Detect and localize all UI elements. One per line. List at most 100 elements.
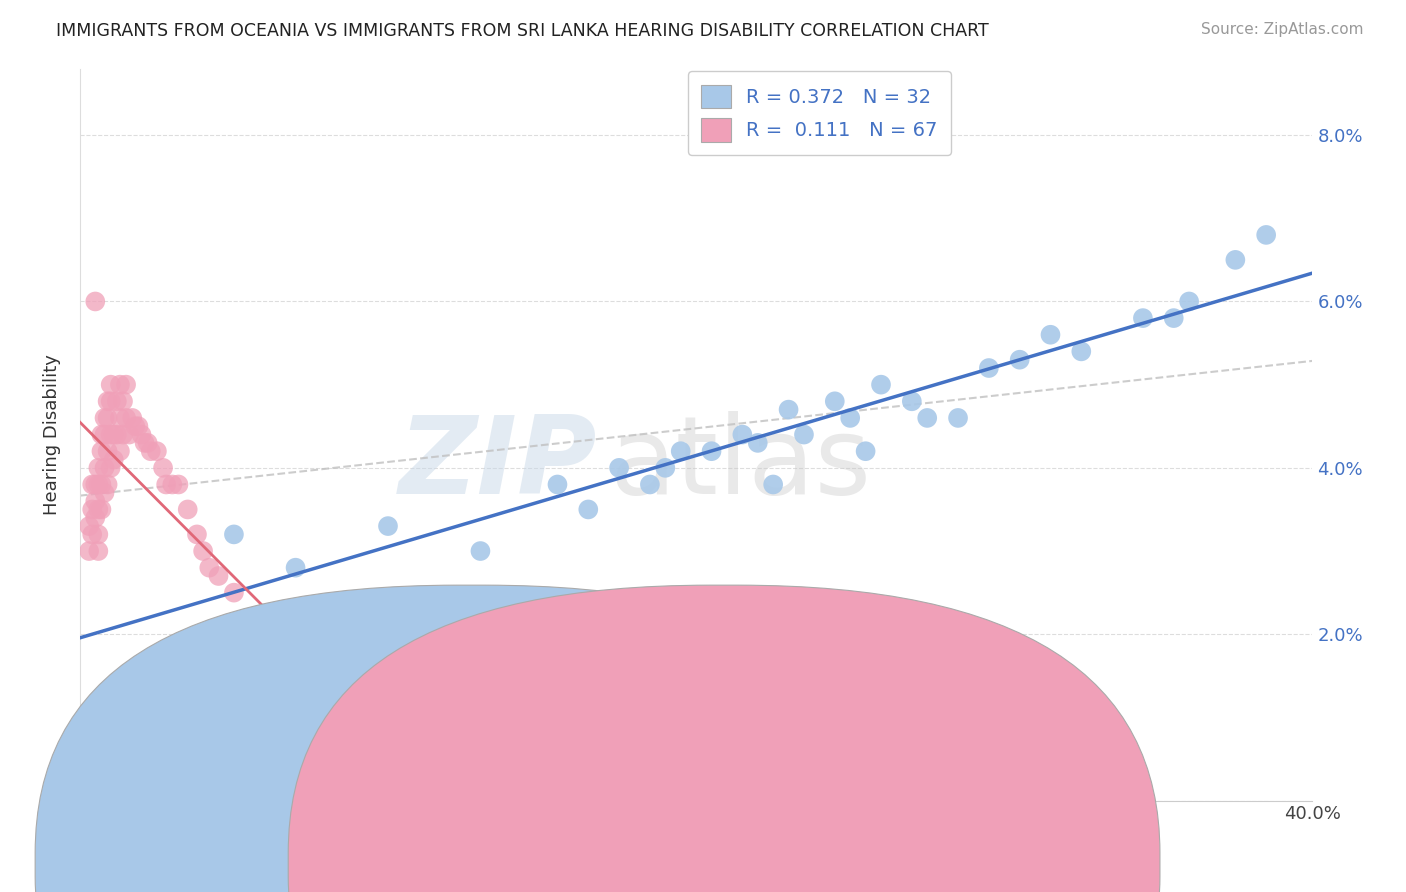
Point [238, 610, 260, 624]
Point [186, 527, 208, 541]
Point [1070, 344, 1092, 359]
Point [855, 444, 877, 458]
Point [576, 502, 599, 516]
Y-axis label: Hearing Disability: Hearing Disability [44, 354, 60, 515]
Point [93, 427, 115, 442]
Point [87, 527, 110, 541]
Point [90, 502, 112, 516]
Text: IMMIGRANTS FROM OCEANIA VS IMMIGRANTS FROM SRI LANKA HEARING DISABILITY CORRELAT: IMMIGRANTS FROM OCEANIA VS IMMIGRANTS FR… [56, 22, 988, 40]
Point [111, 427, 134, 442]
Point [155, 477, 177, 491]
Point [100, 427, 122, 442]
Point [253, 627, 276, 641]
Point [84, 294, 107, 309]
Point [115, 411, 138, 425]
Point [778, 402, 800, 417]
Point [315, 694, 337, 708]
Point [747, 436, 769, 450]
Point [124, 419, 146, 434]
Point [198, 560, 221, 574]
Point [100, 394, 122, 409]
Point [84, 510, 107, 524]
Point [700, 444, 723, 458]
Point [1132, 311, 1154, 326]
Point [870, 377, 893, 392]
Point [731, 427, 754, 442]
Point [377, 519, 399, 533]
Point [131, 427, 153, 442]
Point [299, 685, 322, 699]
Point [100, 460, 122, 475]
Point [93, 411, 115, 425]
Point [82, 477, 104, 491]
Text: ZIP: ZIP [399, 411, 598, 516]
Point [97, 444, 120, 458]
Point [901, 394, 924, 409]
Point [108, 377, 131, 392]
Point [87, 544, 110, 558]
Point [207, 569, 229, 583]
Point [824, 394, 846, 409]
Point [191, 544, 214, 558]
Point [546, 477, 568, 491]
Point [97, 394, 120, 409]
Point [1163, 311, 1185, 326]
Point [136, 436, 159, 450]
Point [100, 377, 122, 392]
Point [93, 460, 115, 475]
Legend: R = 0.372   N = 32, R =  0.111   N = 67: R = 0.372 N = 32, R = 0.111 N = 67 [688, 71, 950, 155]
Text: Immigrants from Oceania: Immigrants from Oceania [506, 855, 718, 872]
Point [167, 477, 190, 491]
Text: Immigrants from Sri Lanka: Immigrants from Sri Lanka [759, 855, 980, 872]
Point [222, 585, 245, 599]
Text: Source: ZipAtlas.com: Source: ZipAtlas.com [1201, 22, 1364, 37]
Point [127, 419, 149, 434]
Point [84, 477, 107, 491]
Point [77, 519, 100, 533]
Point [118, 427, 141, 442]
Text: atlas: atlas [610, 411, 872, 516]
Point [103, 452, 125, 467]
Point [97, 411, 120, 425]
Point [762, 477, 785, 491]
Point [793, 427, 815, 442]
Point [90, 444, 112, 458]
Point [84, 494, 107, 508]
Point [121, 411, 143, 425]
Point [269, 644, 291, 658]
Point [1225, 252, 1247, 267]
Point [946, 411, 969, 425]
Point [111, 394, 134, 409]
Point [93, 485, 115, 500]
Point [103, 427, 125, 442]
Point [105, 427, 128, 442]
Point [108, 444, 131, 458]
Point [139, 444, 162, 458]
Point [152, 460, 174, 475]
Point [134, 436, 156, 450]
Point [222, 527, 245, 541]
Point [177, 502, 200, 516]
Point [90, 427, 112, 442]
Point [97, 477, 120, 491]
Point [87, 477, 110, 491]
Point [1039, 327, 1062, 342]
Point [284, 669, 307, 683]
Point [87, 502, 110, 516]
Point [607, 460, 630, 475]
Point [977, 361, 1000, 376]
Point [654, 460, 676, 475]
Point [77, 544, 100, 558]
Point [839, 411, 862, 425]
Point [1008, 352, 1031, 367]
Point [284, 560, 307, 574]
Point [82, 527, 104, 541]
Point [87, 460, 110, 475]
Point [146, 444, 169, 458]
Point [915, 411, 938, 425]
Point [470, 544, 492, 558]
Point [1256, 227, 1278, 242]
Point [105, 394, 128, 409]
Point [669, 444, 692, 458]
Point [90, 477, 112, 491]
